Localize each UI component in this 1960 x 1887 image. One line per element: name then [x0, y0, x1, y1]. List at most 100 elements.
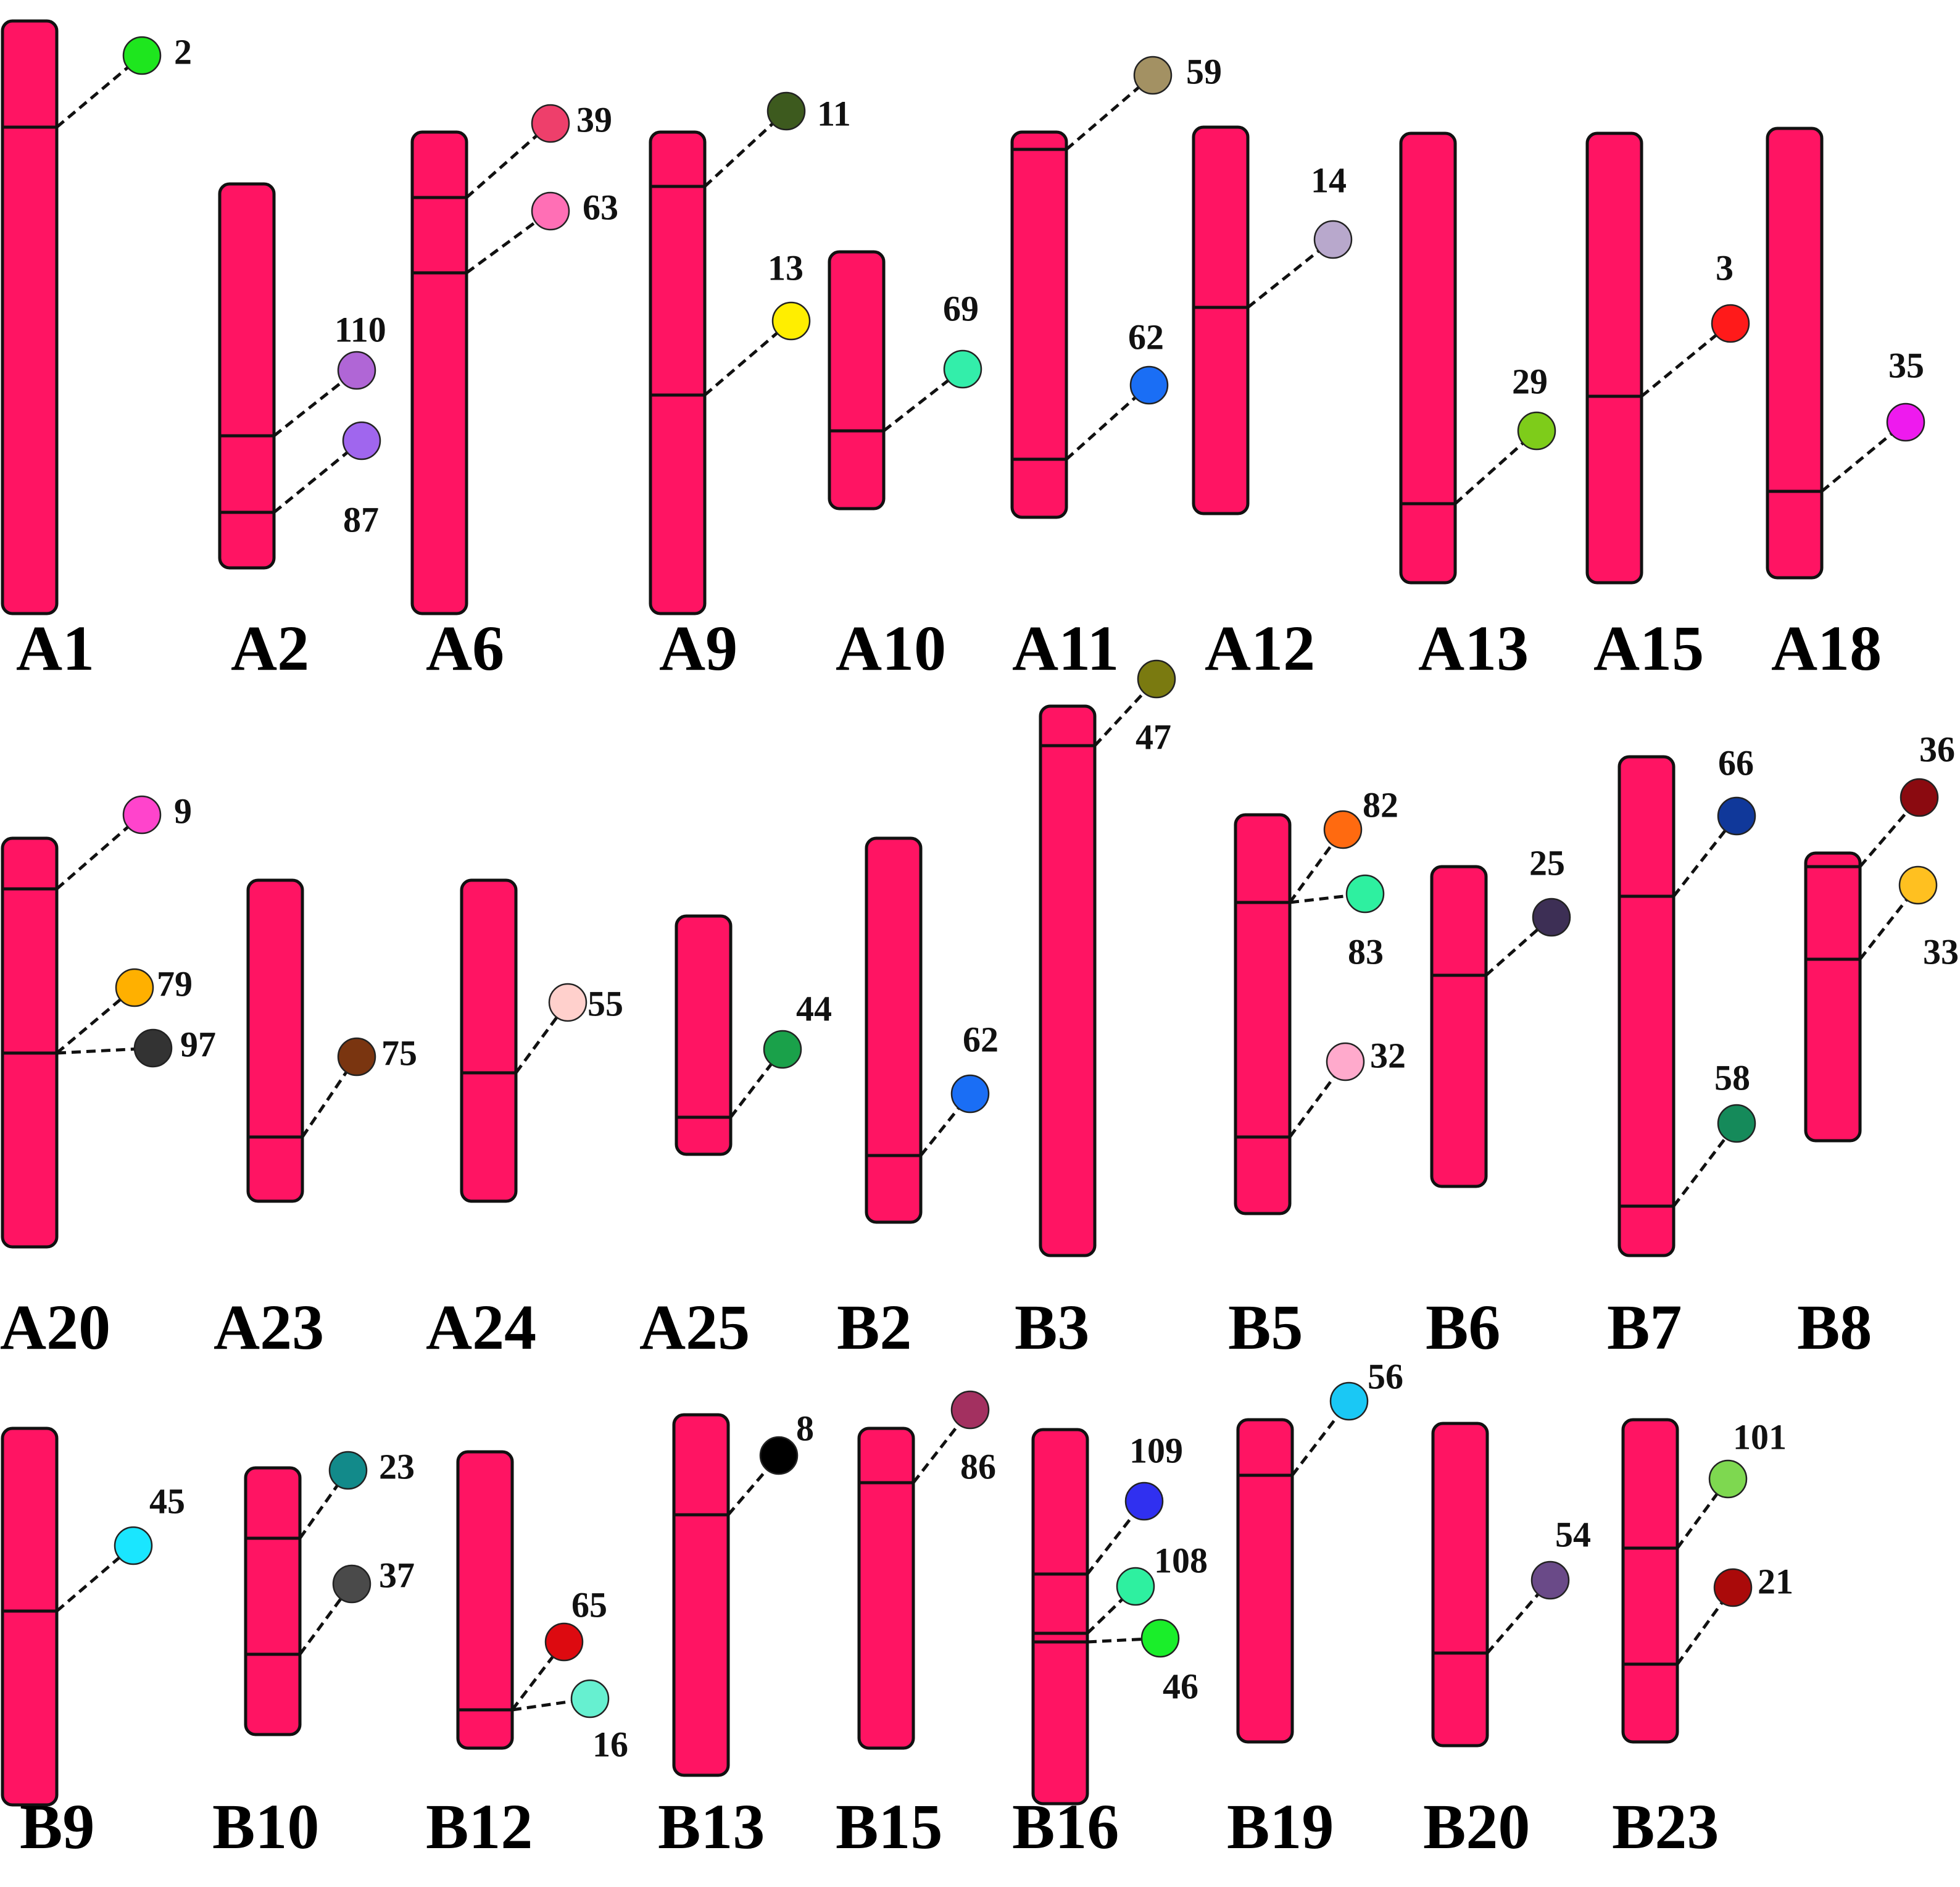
- chromosome-b16: [1031, 1428, 1089, 1806]
- gene-label: 54: [1555, 1514, 1591, 1554]
- gene-marker-45: [114, 1526, 153, 1565]
- chromosome-label: A25: [639, 1292, 750, 1363]
- gene-label: 108: [1154, 1540, 1208, 1580]
- chromosome-a2: [218, 182, 276, 570]
- gene-label: 110: [334, 309, 386, 349]
- gene-leader: [704, 331, 778, 396]
- gene-label: 39: [576, 99, 612, 140]
- gene-marker-32: [1326, 1042, 1365, 1081]
- gene-marker-29: [1517, 411, 1556, 451]
- gene-leader: [1859, 899, 1908, 960]
- gene-leader: [1454, 442, 1524, 505]
- gene-label: 75: [381, 1033, 417, 1073]
- gene-marker-35: [1886, 402, 1925, 442]
- gene-label: 35: [1888, 345, 1924, 385]
- gene-marker-39: [531, 104, 570, 143]
- chromosome-a6: [410, 130, 468, 615]
- chromosome-label: A20: [0, 1292, 110, 1363]
- gene-leader: [1821, 433, 1893, 493]
- chromosome-a11: [1010, 130, 1068, 519]
- gene-leader: [1094, 691, 1145, 747]
- gene-leader: [1485, 928, 1539, 977]
- gene-label: 11: [817, 93, 851, 133]
- chromosome-label: B5: [1228, 1292, 1303, 1363]
- chromosome-a9: [649, 130, 707, 615]
- chromosome-label: B16: [1012, 1791, 1119, 1862]
- gene-label: 33: [1923, 931, 1959, 972]
- gene-marker-58: [1717, 1104, 1756, 1143]
- chromosome-label: B15: [836, 1791, 942, 1862]
- gene-leader: [273, 451, 349, 514]
- gene-marker-79: [115, 968, 154, 1007]
- gene-leader: [1086, 1515, 1134, 1575]
- gene-leader: [1859, 810, 1909, 868]
- gene-label: 56: [1368, 1356, 1403, 1396]
- chromosome-label: B13: [658, 1791, 765, 1862]
- chromosome-label: B10: [212, 1791, 319, 1862]
- chromosome-label: A24: [426, 1292, 536, 1363]
- gene-label: 97: [180, 1024, 216, 1064]
- chromosome-a20: [1, 836, 59, 1249]
- chromosome-a25: [675, 914, 733, 1156]
- gene-leader: [1676, 1601, 1724, 1665]
- gene-marker-108: [1116, 1567, 1155, 1606]
- gene-label: 45: [149, 1481, 185, 1521]
- chromosome-b7: [1617, 755, 1676, 1257]
- chromosome-a12: [1192, 125, 1250, 515]
- gene-marker-59: [1133, 56, 1173, 95]
- gene-marker-2: [122, 36, 162, 75]
- gene-marker-11: [766, 91, 806, 131]
- gene-leader: [1065, 396, 1137, 460]
- gene-label: 47: [1136, 717, 1171, 757]
- gene-marker-63: [531, 191, 570, 231]
- gene-marker-33: [1898, 865, 1938, 905]
- chromosome-label: A11: [1012, 613, 1119, 684]
- gene-leader: [511, 1656, 554, 1711]
- gene-leader: [920, 1107, 960, 1157]
- chromosome-label: B6: [1426, 1292, 1500, 1363]
- chromosome-label: B20: [1423, 1791, 1530, 1862]
- chromosome-a10: [828, 250, 886, 510]
- gene-label: 14: [1311, 160, 1347, 200]
- gene-leader: [514, 1016, 559, 1074]
- gene-marker-47: [1137, 659, 1176, 699]
- chromosome-b10: [244, 1466, 302, 1736]
- gene-marker-21: [1713, 1568, 1753, 1607]
- chromosome-a23: [246, 878, 304, 1203]
- gene-label: 3: [1716, 248, 1734, 288]
- gene-leader: [56, 66, 129, 128]
- gene-marker-97: [133, 1028, 173, 1068]
- chromosome-b3: [1039, 704, 1097, 1257]
- gene-leader: [1247, 249, 1320, 309]
- gene-label: 62: [963, 1019, 999, 1059]
- gene-marker-109: [1124, 1481, 1164, 1521]
- gene-leader: [1288, 843, 1334, 904]
- gene-marker-44: [763, 1030, 802, 1069]
- gene-leader: [729, 1063, 773, 1118]
- gene-marker-86: [950, 1390, 990, 1430]
- gene-label: 13: [768, 248, 804, 288]
- chromosome-label: B23: [1612, 1791, 1719, 1862]
- gene-marker-14: [1313, 220, 1353, 259]
- chromosome-label: B2: [837, 1292, 911, 1363]
- gene-label: 46: [1163, 1666, 1198, 1706]
- chromosome-b19: [1236, 1418, 1294, 1744]
- gene-leader: [1486, 1593, 1540, 1654]
- gene-leader: [912, 1423, 960, 1484]
- gene-label: 8: [796, 1408, 814, 1448]
- chromosome-label: A1: [16, 613, 94, 684]
- gene-label: 59: [1186, 51, 1222, 91]
- gene-label: 32: [1370, 1035, 1406, 1075]
- gene-leader: [1672, 1137, 1727, 1207]
- gene-marker-8: [759, 1436, 799, 1475]
- gene-marker-3: [1711, 304, 1750, 343]
- chromosome-a1: [1, 19, 59, 615]
- gene-leader: [56, 1556, 120, 1612]
- gene-label: 44: [796, 988, 832, 1028]
- gene-leader: [1672, 830, 1727, 898]
- gene-leader: [298, 1485, 339, 1539]
- gene-label: 16: [592, 1724, 628, 1764]
- chromosome-label: B3: [1015, 1292, 1089, 1363]
- chromosome-label: A12: [1205, 613, 1315, 684]
- gene-label: 2: [174, 31, 192, 72]
